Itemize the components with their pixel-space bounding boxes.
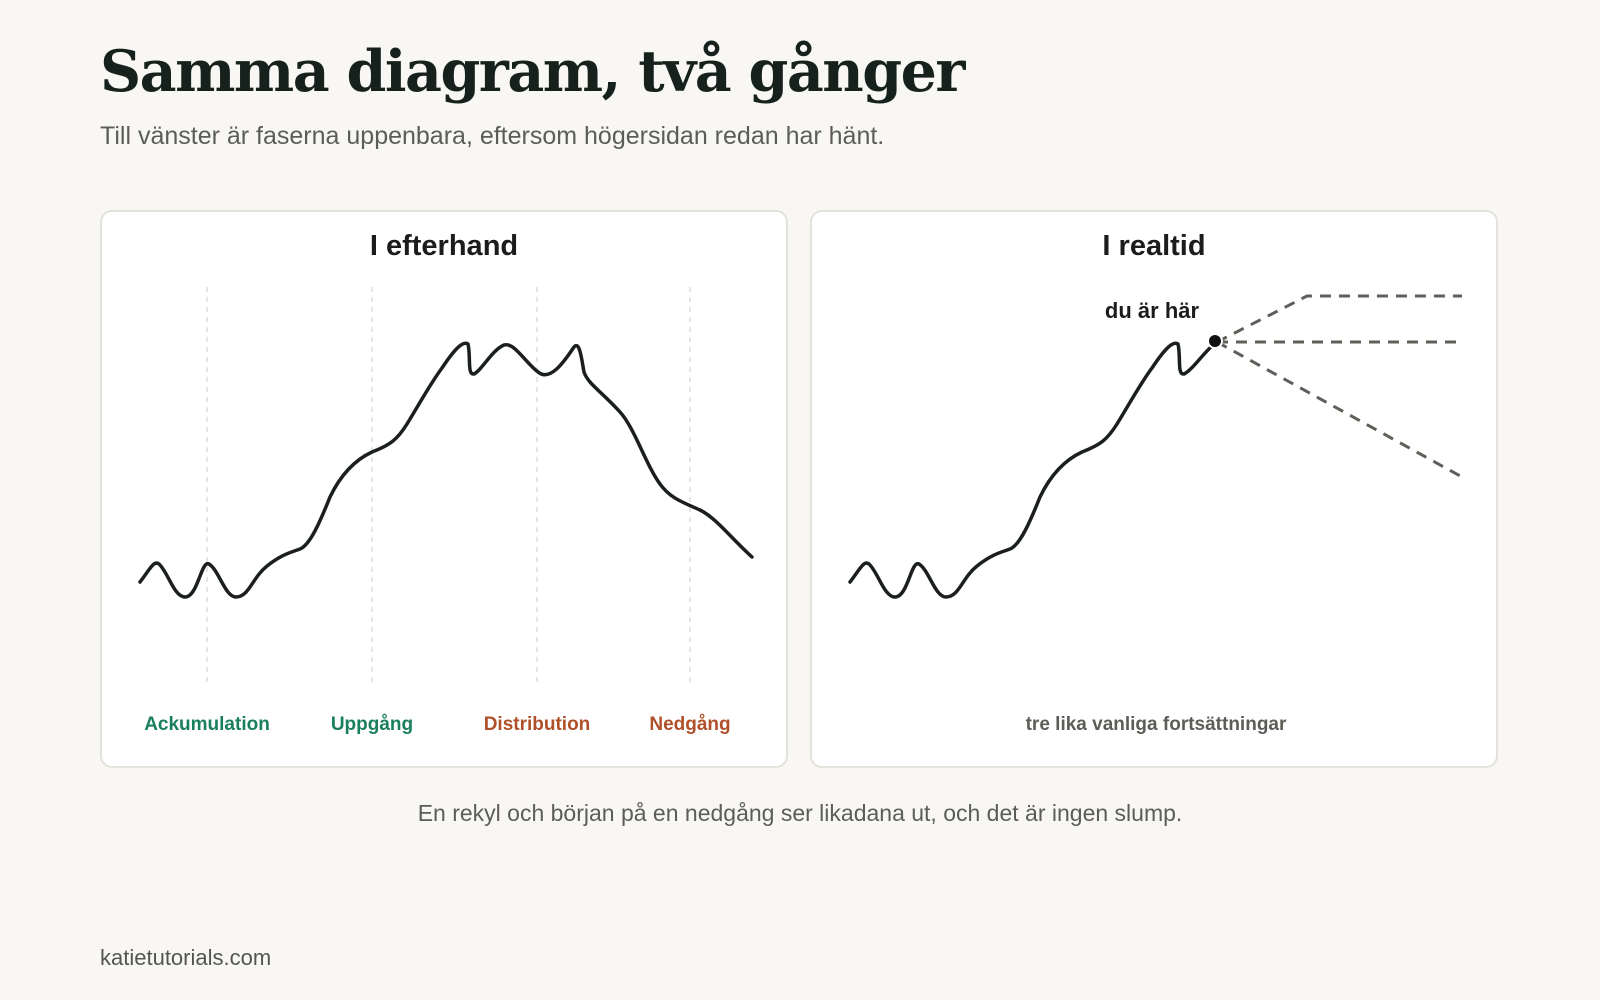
realtime-chart: du är här tre lika vanliga fortsättninga… (848, 294, 1463, 735)
caption: En rekyl och början på en nedgång ser li… (417, 800, 1183, 826)
current-position-marker (1207, 333, 1223, 349)
price-line (138, 341, 754, 599)
realtime-panel-title: I realtid (1102, 230, 1206, 262)
footer-site: katietutorials.com (100, 945, 272, 970)
price-line (848, 341, 1214, 599)
you-are-here-label: du är här (1105, 298, 1200, 323)
page-title: Samma diagram, två gånger (100, 38, 965, 105)
phase-label-uppgang: Uppgång (331, 714, 413, 735)
hindsight-panel-title: I efterhand (369, 230, 519, 262)
phase-label-ackumulation: Ackumulation (144, 714, 270, 735)
realtime-panel: I realtid du är här tre lika vanliga for… (810, 210, 1498, 768)
phase-label-distribution: Distribution (484, 714, 591, 735)
continuations-label: tre lika vanliga fortsättningar (1026, 714, 1287, 735)
hindsight-chart: Ackumulation Uppgång Distribution Nedgån… (138, 287, 754, 735)
scenario-down-path (1216, 340, 1463, 479)
scenario-up-path (1216, 294, 1462, 344)
phase-label-nedgang: Nedgång (649, 714, 730, 735)
page-subtitle: Till vänster är faserna uppenbara, efter… (100, 122, 885, 150)
hindsight-panel: I efterhand Ackumulation Uppgång Distrib… (100, 210, 788, 768)
